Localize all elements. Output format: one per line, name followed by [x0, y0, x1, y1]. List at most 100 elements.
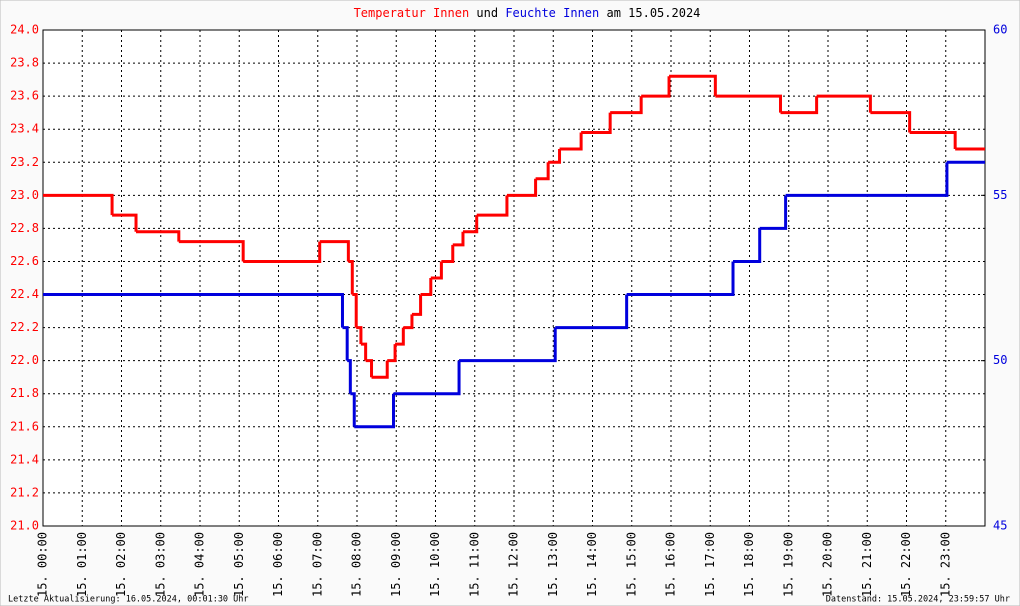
x-tick-label: 15. 21:00 — [860, 532, 874, 597]
y-tick-label: 23.0 — [10, 188, 39, 202]
step-segment — [870, 111, 912, 133]
step-segment — [535, 162, 550, 181]
y2-tick-label: 55 — [993, 188, 1007, 202]
y-tick-label: 21.2 — [10, 485, 39, 499]
x-tick-label: 15. 04:00 — [193, 532, 207, 597]
step-segment — [350, 392, 356, 427]
step-segment — [43, 193, 114, 216]
y-tick-label: 23.2 — [10, 155, 39, 169]
y-tick-label: 21.8 — [10, 386, 39, 400]
step-segment — [641, 76, 671, 98]
step-segment — [420, 278, 433, 297]
step-segment — [506, 178, 538, 197]
step-segment — [559, 132, 583, 151]
step-segment — [780, 96, 819, 115]
y-tick-label: 21.0 — [10, 519, 39, 533]
step-segment — [43, 293, 344, 328]
x-tick-label: 15. 15:00 — [624, 532, 638, 597]
y-tick-label: 22.8 — [10, 221, 39, 235]
x-tick-label: 15. 05:00 — [232, 532, 246, 597]
x-tick-label: 15. 11:00 — [467, 532, 481, 597]
footer-right: Datenstand: 15.05.2024, 23:59:57 Uhr — [826, 595, 1010, 605]
step-segment — [715, 94, 783, 113]
x-tick-label: 15. 13:00 — [546, 532, 560, 597]
step-segment — [365, 359, 374, 378]
title-humidity: Feuchte Innen — [505, 6, 599, 20]
step-segment — [243, 241, 322, 263]
step-segment — [626, 261, 735, 297]
title-suffix: am 15.05.2024 — [606, 6, 700, 20]
y-tick-label: 23.6 — [10, 89, 39, 103]
step-segment — [581, 112, 612, 135]
step-segment — [452, 231, 465, 247]
step-segment — [610, 96, 643, 115]
footer-left: Letzte Aktualisierung: 16.05.2024, 00:01… — [8, 595, 249, 605]
x-tick-label: 15. 01:00 — [75, 532, 89, 597]
step-segment — [354, 393, 396, 429]
x-tick-label: 15. 10:00 — [428, 532, 442, 597]
step-segment — [733, 228, 762, 263]
x-tick-label: 15. 16:00 — [664, 532, 678, 597]
step-segment — [462, 215, 479, 234]
step-segment — [816, 94, 872, 113]
plot-area — [43, 30, 985, 526]
y-tick-label: 22.2 — [10, 320, 39, 334]
x-tick-label: 15. 17:00 — [703, 532, 717, 597]
step-segment — [555, 294, 629, 330]
x-tick-label: 15. 23:00 — [938, 532, 952, 597]
y-tick-label: 21.6 — [10, 419, 39, 433]
chart-title: Temperatur Innen und Feuchte Innen am 15… — [354, 6, 701, 20]
step-segment — [178, 240, 245, 262]
y-tick-label: 24.0 — [10, 23, 39, 37]
plot-border — [42, 29, 986, 527]
y-tick-label: 22.4 — [10, 287, 39, 301]
y-tick-label: 23.4 — [10, 122, 39, 136]
step-segment — [395, 327, 405, 346]
x-tick-label: 15. 08:00 — [350, 532, 364, 597]
step-segment — [909, 131, 957, 150]
step-segment — [348, 259, 354, 295]
step-segment — [403, 314, 414, 330]
step-segment — [387, 344, 397, 363]
x-tick-label: 15. 20:00 — [821, 532, 835, 597]
title-temperature: Temperatur Innen — [354, 6, 470, 20]
y-tick-label: 23.8 — [10, 56, 39, 70]
x-tick-label: 15. 03:00 — [153, 532, 167, 597]
step-segment — [459, 327, 557, 363]
y2-tick-label: 50 — [993, 353, 1007, 367]
x-tick-label: 15. 07:00 — [310, 532, 324, 597]
y2-tick-label: 60 — [993, 23, 1007, 37]
title-connector: und — [476, 6, 498, 20]
x-tick-label: 15. 06:00 — [271, 532, 285, 597]
step-segment — [112, 213, 138, 232]
x-tick-label: 15. 12:00 — [507, 532, 521, 597]
y-tick-label: 22.6 — [10, 254, 39, 268]
step-segment — [356, 326, 363, 345]
x-tick-label: 15. 18:00 — [742, 532, 756, 597]
x-tick-label: 15. 19:00 — [781, 532, 795, 597]
step-segment — [669, 74, 717, 97]
x-tick-label: 15. 22:00 — [899, 532, 913, 597]
step-segment — [476, 195, 509, 217]
step-segment — [785, 162, 949, 197]
step-segment — [430, 261, 443, 280]
step-segment — [411, 294, 423, 316]
x-tick-label: 15. 09:00 — [389, 532, 403, 597]
step-segment — [342, 326, 349, 361]
y-tick-label: 21.4 — [10, 452, 39, 466]
y2-tick-label: 45 — [993, 519, 1007, 533]
step-segment — [360, 342, 368, 361]
x-tick-label: 15. 14:00 — [585, 532, 599, 597]
x-tick-label: 15. 00:00 — [36, 532, 50, 597]
step-segment — [393, 360, 461, 396]
step-segment — [371, 360, 389, 379]
step-segment — [759, 195, 788, 230]
x-tick-label: 15. 02:00 — [114, 532, 128, 597]
step-segment — [352, 293, 358, 328]
step-segment — [136, 230, 181, 242]
step-segment — [347, 359, 352, 394]
y-tick-label: 22.0 — [10, 353, 39, 367]
step-segment — [441, 244, 455, 263]
step-segment — [319, 240, 350, 262]
